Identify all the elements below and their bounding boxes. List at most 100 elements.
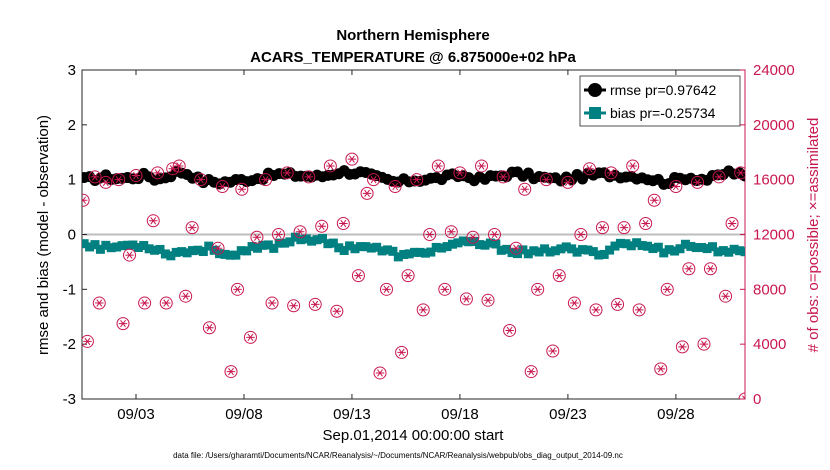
- obs-possible-circle: [531, 282, 545, 296]
- obs-assimilated-mark: [634, 306, 644, 314]
- obs-count-point: [561, 175, 575, 189]
- obs-possible-circle: [351, 269, 365, 283]
- obs-count-point: [272, 228, 286, 241]
- bias-point: [204, 241, 214, 251]
- obs-possible-circle: [116, 317, 130, 331]
- bias-point: [626, 241, 636, 251]
- bias-point: [355, 242, 365, 252]
- y-tick-label: 0: [68, 227, 76, 244]
- bias-point: [740, 247, 745, 257]
- obs-possible-circle: [682, 262, 696, 276]
- obs-assimilated-mark: [498, 173, 508, 181]
- obs-assimilated-mark: [174, 162, 184, 170]
- obs-count-point: [632, 303, 646, 317]
- obs-assimilated-mark: [555, 271, 564, 280]
- bias-point: [323, 239, 333, 249]
- obs-assimilated-mark: [226, 367, 236, 376]
- obs-assimilated-mark: [403, 271, 413, 280]
- obs-count-point: [567, 296, 581, 310]
- obs-count-point: [315, 219, 329, 233]
- obs-count-point: [82, 334, 94, 348]
- obs-assimilated-mark: [548, 347, 557, 355]
- obs-count-point: [690, 175, 704, 189]
- bias-point: [133, 242, 143, 252]
- obs-count-point: [546, 344, 560, 358]
- obs-count-point: [453, 166, 467, 180]
- obs-count-point: [351, 269, 365, 283]
- obs-count-point: [734, 166, 745, 180]
- obs-possible-circle: [654, 362, 668, 376]
- bias-point: [166, 251, 176, 261]
- obs-possible-circle: [611, 297, 625, 311]
- obs-possible-circle: [481, 293, 495, 307]
- obs-possible-circle: [230, 282, 244, 296]
- obs-assimilated-mark: [563, 178, 573, 187]
- y-tick-label: 3: [68, 62, 76, 79]
- obs-possible-circle: [146, 214, 160, 228]
- obs-assimilated-mark: [483, 296, 493, 304]
- bias-point: [648, 244, 658, 254]
- obs-count-point: [367, 173, 381, 187]
- bias-point: [339, 245, 349, 255]
- obs-possible-circle: [272, 228, 286, 241]
- obs-assimilated-mark: [598, 223, 607, 232]
- obs-assimilated-mark: [289, 302, 298, 310]
- obs-count-point: [574, 228, 588, 241]
- obs-count-point: [697, 337, 711, 351]
- obs-assimilated-mark: [468, 233, 478, 241]
- obs-count-point: [738, 392, 745, 399]
- obs-count-point: [423, 228, 437, 241]
- obs-possible-circle: [215, 180, 229, 194]
- obs-count-point: [323, 159, 337, 173]
- bias-point: [518, 245, 528, 255]
- bias-point: [307, 236, 317, 246]
- obs-count-point: [496, 170, 510, 184]
- obs-count-point: [617, 221, 631, 235]
- y-tick-label: 1: [68, 172, 76, 189]
- obs-count-point: [280, 166, 294, 180]
- bias-point: [274, 238, 284, 248]
- obs-possible-circle: [159, 296, 173, 310]
- bias-point: [702, 244, 712, 254]
- obs-assimilated-mark: [267, 299, 277, 307]
- bias-point: [670, 246, 680, 256]
- obs-possible-circle: [179, 289, 193, 303]
- bias-point: [155, 244, 165, 254]
- obs-possible-circle: [496, 170, 510, 184]
- obs-count-point: [138, 296, 152, 310]
- obs-possible-circle: [293, 225, 307, 239]
- bias-point: [128, 240, 138, 250]
- bias-point: [85, 242, 95, 252]
- obs-assimilated-mark: [542, 176, 551, 184]
- obs-count-point: [475, 159, 489, 173]
- bias-point: [415, 247, 425, 257]
- bias-point: [664, 245, 674, 255]
- obs-count-point: [224, 365, 238, 379]
- obs-count-point: [330, 304, 344, 318]
- bias-point: [729, 244, 739, 254]
- bias-point: [209, 245, 219, 255]
- obs-count-point: [626, 159, 640, 173]
- bias-point: [112, 242, 122, 252]
- y-right-tick-label: 20000: [753, 117, 795, 134]
- obs-possible-circle: [243, 330, 257, 344]
- obs-possible-circle: [734, 166, 745, 180]
- obs-possible-circle: [595, 221, 609, 235]
- obs-possible-circle: [503, 323, 517, 337]
- obs-possible-circle: [202, 321, 216, 335]
- obs-count-point: [669, 180, 683, 194]
- obs-possible-circle: [172, 159, 186, 173]
- obs-count-point: [647, 193, 661, 207]
- obs-assimilated-mark: [168, 165, 177, 173]
- bias-point: [366, 243, 376, 253]
- obs-count-point: [129, 169, 143, 183]
- bias-point: [160, 249, 170, 259]
- bias-point: [458, 236, 468, 246]
- obs-assimilated-mark: [671, 182, 681, 191]
- obs-assimilated-mark: [455, 169, 465, 177]
- bias-point: [718, 246, 728, 256]
- bias-point: [540, 244, 550, 254]
- obs-count-point: [725, 217, 739, 231]
- obs-assimilated-mark: [196, 176, 205, 184]
- y-right-tick-label: 0: [753, 391, 761, 408]
